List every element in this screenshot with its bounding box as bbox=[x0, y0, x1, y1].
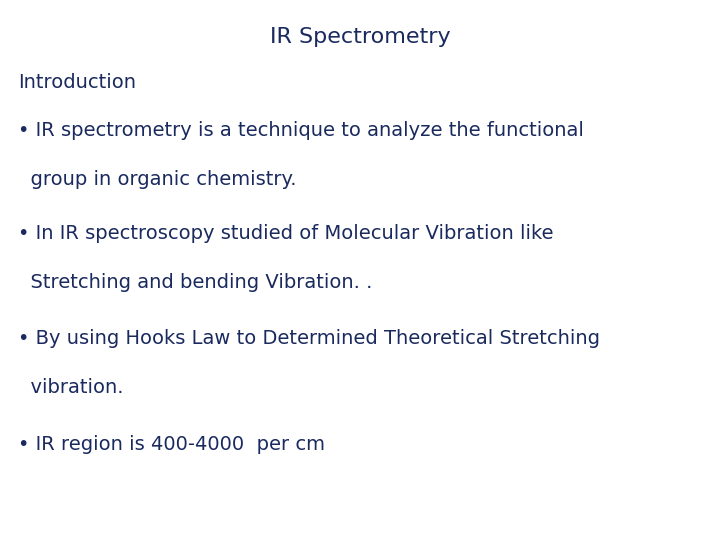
Text: • By using Hooks Law to Determined Theoretical Stretching: • By using Hooks Law to Determined Theor… bbox=[18, 329, 600, 348]
Text: group in organic chemistry.: group in organic chemistry. bbox=[18, 170, 297, 189]
Text: • In IR spectroscopy studied of Molecular Vibration like: • In IR spectroscopy studied of Molecula… bbox=[18, 224, 554, 243]
Text: • IR region is 400-4000  per cm: • IR region is 400-4000 per cm bbox=[18, 435, 325, 454]
Text: • IR spectrometry is a technique to analyze the functional: • IR spectrometry is a technique to anal… bbox=[18, 122, 584, 140]
Text: IR Spectrometry: IR Spectrometry bbox=[270, 27, 450, 47]
Text: Introduction: Introduction bbox=[18, 73, 136, 92]
Text: vibration.: vibration. bbox=[18, 378, 124, 397]
Text: Stretching and bending Vibration. .: Stretching and bending Vibration. . bbox=[18, 273, 372, 292]
